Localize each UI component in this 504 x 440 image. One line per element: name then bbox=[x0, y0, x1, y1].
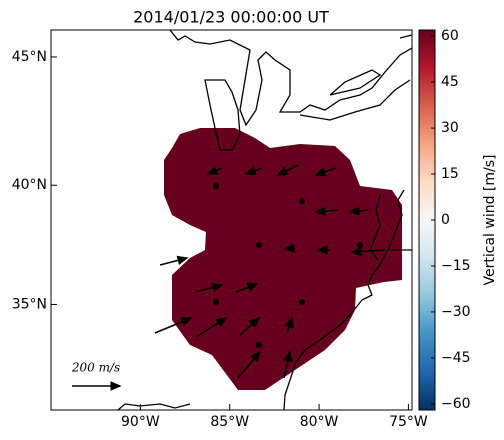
wind-arrow bbox=[244, 166, 263, 176]
wind-arrow bbox=[235, 282, 259, 293]
wind-arrow bbox=[159, 255, 189, 266]
wind-arrow bbox=[195, 282, 224, 293]
wind-arrow bbox=[284, 316, 294, 334]
wind-arrow bbox=[283, 243, 296, 253]
wind-region bbox=[164, 128, 402, 390]
colorbar-tick-label: 15 bbox=[441, 166, 459, 182]
colorbar-tick-label: −60 bbox=[441, 396, 471, 412]
vector-key-label: 200 m/s bbox=[71, 361, 120, 375]
chart-title: 2014/01/23 00:00:00 UT bbox=[133, 8, 329, 27]
x-tick-label: 90°W bbox=[121, 414, 160, 430]
wind-point bbox=[256, 242, 262, 248]
map: 200 m/s bbox=[71, 30, 412, 410]
colorbar-tick-label: −30 bbox=[441, 304, 471, 320]
x-tick-label: 85°W bbox=[210, 414, 249, 430]
colorbar-tick-label: 60 bbox=[441, 28, 459, 44]
wind-point bbox=[299, 198, 305, 204]
wind-point bbox=[256, 342, 262, 348]
colorbar-label: Vertical wind [m/s] bbox=[482, 155, 498, 286]
wind-arrow bbox=[276, 164, 299, 176]
wind-arrow bbox=[239, 316, 261, 336]
colorbar-tick-label: −15 bbox=[441, 258, 471, 274]
wind-arrow bbox=[314, 206, 339, 216]
wind-arrow bbox=[195, 317, 228, 338]
wind-arrow bbox=[348, 206, 369, 216]
wind-point bbox=[357, 242, 363, 248]
coastlines bbox=[117, 30, 412, 410]
wind-arrow bbox=[283, 350, 293, 379]
y-tick-label: 35°N bbox=[12, 296, 47, 312]
wind-point bbox=[299, 299, 305, 305]
x-tick-label: 75°W bbox=[389, 414, 428, 430]
y-tick-label: 40°N bbox=[12, 177, 47, 193]
wind-arrow bbox=[350, 246, 386, 257]
wind-point bbox=[213, 183, 219, 189]
wind-point bbox=[213, 299, 219, 305]
colorbar-tick-label: 0 bbox=[441, 212, 450, 228]
y-tick-label: 45°N bbox=[12, 49, 47, 65]
wind-arrow bbox=[154, 317, 193, 334]
colorbar-tick-label: 45 bbox=[441, 74, 459, 90]
colorbar-tick-label: 30 bbox=[441, 120, 459, 136]
wind-vectors bbox=[154, 164, 386, 379]
wind-arrow bbox=[206, 165, 223, 175]
wind-arrow bbox=[314, 167, 337, 177]
x-tick-label: 80°W bbox=[300, 414, 339, 430]
plot-frame bbox=[50, 29, 413, 411]
wind-arrow bbox=[237, 350, 262, 379]
colorbar-tick-label: −45 bbox=[441, 350, 471, 366]
